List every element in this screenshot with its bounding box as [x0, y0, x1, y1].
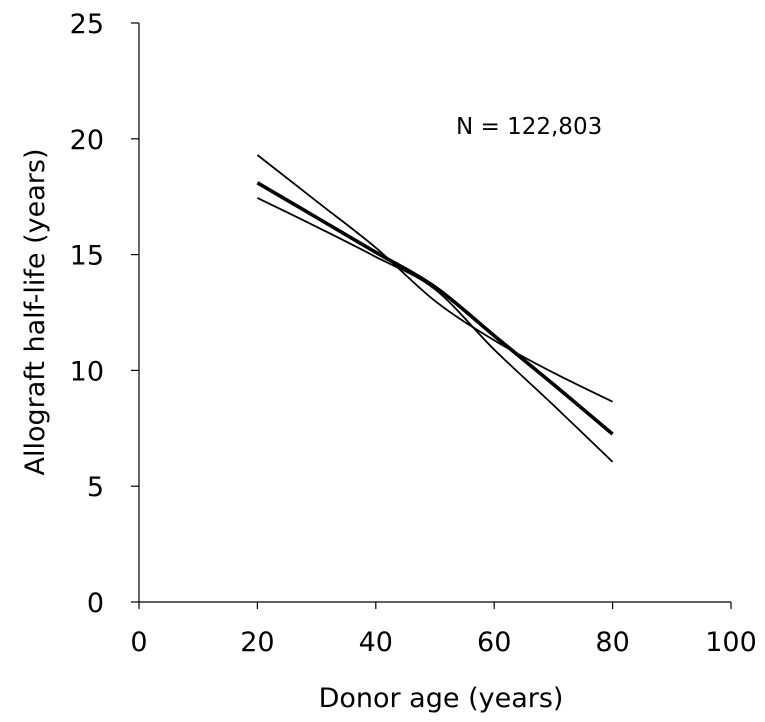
y-tick-label: 25 — [70, 9, 104, 40]
x-tick-label: 80 — [595, 627, 629, 658]
series-line-lower-bound — [257, 197, 614, 463]
y-tick-label: 0 — [87, 588, 104, 619]
series-line-estimate — [256, 181, 614, 436]
y-axis-title: Allograft half-life (years) — [20, 149, 51, 476]
x-tick-label: 20 — [240, 627, 274, 658]
x-tick-label: 60 — [477, 627, 511, 658]
series-line-upper-bound — [256, 154, 613, 403]
axes — [138, 23, 731, 603]
x-axis-title: Donor age (years) — [319, 683, 564, 714]
ticks: 0 20 40 60 80 100 0 5 10 15 20 25 — [70, 9, 757, 658]
series-group — [256, 154, 614, 463]
y-tick-label: 20 — [70, 125, 104, 156]
x-tick-label: 100 — [705, 627, 757, 658]
x-tick-label: 40 — [359, 627, 393, 658]
y-tick-label: 5 — [87, 472, 104, 503]
y-tick-label: 10 — [70, 356, 104, 387]
sample-size-annotation: N = 122,803 — [456, 114, 602, 140]
y-tick-label: 15 — [70, 241, 104, 272]
x-tick-label: 0 — [130, 627, 147, 658]
